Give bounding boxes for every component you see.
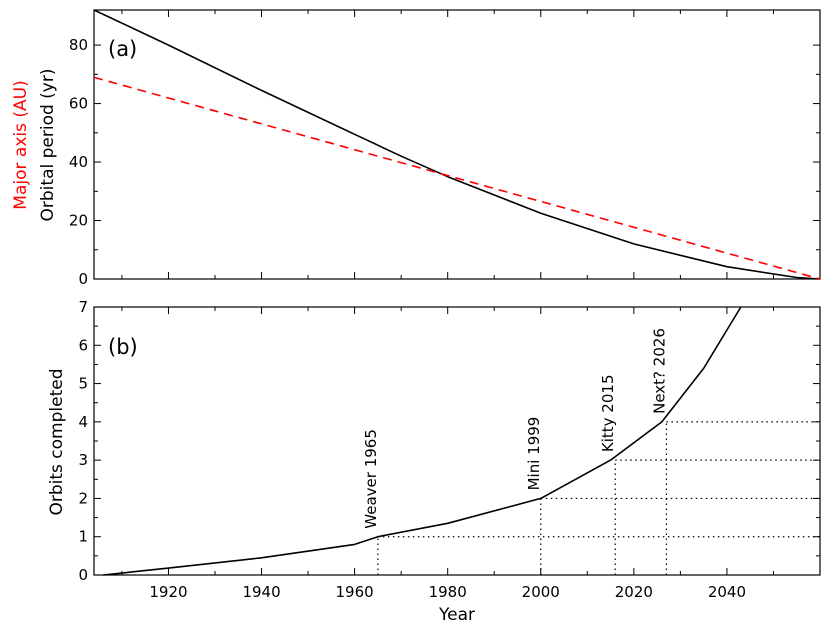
panel-a-ytick-label-60: 60	[69, 95, 88, 113]
panel-b-annotation-3: Next? 2026	[650, 328, 668, 414]
panel-b-xtick-label-1960: 1960	[336, 583, 374, 601]
panel-b-ytick-label-7: 7	[78, 298, 88, 316]
panel-b-annotations: Weaver 1965 Mini 1999 Kitty 2015 Next? 2026	[362, 328, 669, 529]
panel-b: 1920 1940 1960 1980 2000 2020 2040 0 1 2 3 4 5 6 7 Wea…	[47, 298, 821, 625]
panel-b-frame	[93, 306, 821, 576]
panel-b-ytick-label-3: 3	[78, 451, 88, 469]
panel-b-xtick-label-2000: 2000	[522, 583, 560, 601]
panel-b-annotation-2: Kitty 2015	[599, 375, 617, 453]
panel-b-ytick-label-1: 1	[78, 528, 88, 546]
panel-b-xtick-label-2040: 2040	[708, 583, 746, 601]
panel-b-xtick-label-2020: 2020	[615, 583, 653, 601]
panel-a-series-0	[93, 9, 821, 280]
panel-a-ytick-label-80: 80	[69, 36, 88, 54]
panel-b-xtick-label-1920: 1920	[149, 583, 187, 601]
panel-b-series	[103, 306, 742, 576]
panel-a: 0 20 40 60 80 (a) Orbital period (yr) Major …	[11, 9, 821, 288]
panel-b-ticks: 1920 1940 1960 1980 2000 2020 2040 0 1 2 3 4 5 6 7	[78, 298, 821, 601]
panel-b-annotation-0: Weaver 1965	[362, 429, 380, 529]
panel-b-annotation-1: Mini 1999	[525, 417, 543, 491]
panel-a-ylabel-secondary: Major axis (AU)	[11, 80, 31, 209]
panel-b-ytick-label-4: 4	[78, 413, 88, 431]
panel-b-ytick-label-2: 2	[78, 489, 88, 507]
panel-b-ytick-label-0: 0	[78, 566, 88, 584]
panel-b-ytick-label-5: 5	[78, 375, 88, 393]
panel-b-label: (b)	[108, 335, 138, 359]
panel-b-xtick-label-1980: 1980	[429, 583, 467, 601]
panel-a-series-1	[93, 76, 821, 280]
panel-b-xlabel: Year	[438, 605, 475, 625]
panel-a-ticks: 0 20 40 60 80	[69, 10, 821, 288]
panel-a-ytick-label-20: 20	[69, 212, 88, 230]
panel-b-ytick-label-6: 6	[78, 336, 88, 354]
panel-a-label: (a)	[108, 37, 137, 61]
panel-a-series	[93, 9, 821, 280]
panel-b-guides	[377, 421, 820, 575]
panel-a-frame	[93, 9, 821, 280]
panel-a-ylabel: Orbital period (yr)	[38, 69, 58, 222]
panel-b-xtick-label-1940: 1940	[242, 583, 280, 601]
panel-b-ylabel: Orbits completed	[47, 368, 67, 515]
panel-a-ytick-label-40: 40	[69, 153, 88, 171]
panel-b-series-0	[103, 306, 742, 576]
panel-a-ytick-label-0: 0	[78, 270, 88, 288]
